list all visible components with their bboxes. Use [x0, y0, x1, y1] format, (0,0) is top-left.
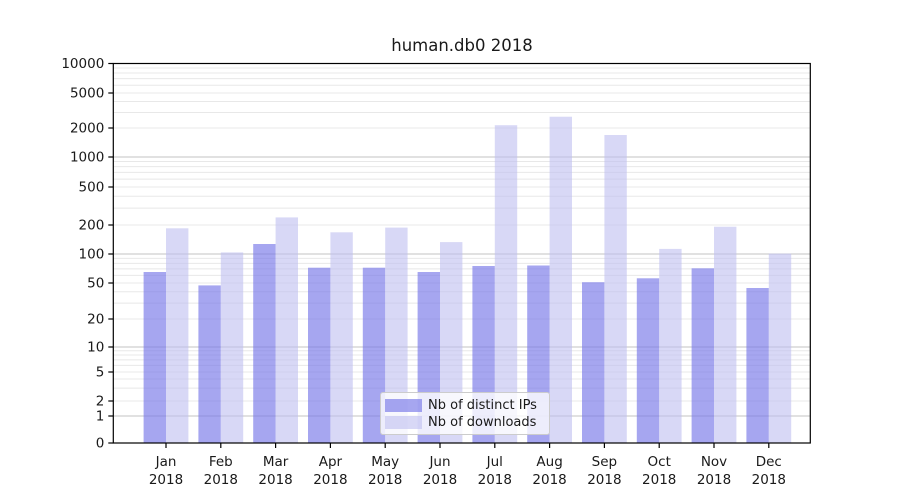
x-tick-year: 2018 [258, 472, 292, 488]
y-tick-label: 1 [96, 409, 105, 425]
chart-title: human.db0 2018 [391, 36, 533, 55]
x-tick-year: 2018 [368, 472, 402, 488]
x-tick-year: 2018 [752, 472, 786, 488]
x-tick-year: 2018 [423, 472, 457, 488]
bar [746, 288, 769, 443]
bar [330, 232, 353, 443]
bar [308, 267, 331, 443]
y-tick-label: 50 [87, 276, 104, 292]
bar [768, 253, 792, 443]
legend: Nb of distinct IPs Nb of downloads [380, 392, 550, 435]
x-tick-year: 2018 [697, 472, 731, 488]
y-tick-label: 5 [96, 365, 105, 381]
x-tick-month: Oct [648, 454, 671, 470]
bar [604, 135, 627, 443]
x-tick-year: 2018 [587, 472, 621, 488]
x-tick-month: Aug [536, 454, 562, 470]
x-tick-year: 2018 [532, 472, 566, 488]
x-tick-month: Jan [155, 454, 177, 470]
x-axis: Jan 2018 Feb 2018 Mar 2018 Apr 2018 May 2018 Jun 20… [149, 443, 786, 488]
x-tick-month: Apr [319, 454, 343, 470]
x-tick-month: Dec [756, 454, 782, 470]
y-tick-label: 0 [96, 436, 105, 452]
bar [198, 285, 221, 443]
y-axis: 0 12 5 10 20 50 100 200 500 1000 2000 5000 10000 [61, 56, 114, 452]
legend-item-downloads: Nb of downloads [385, 414, 541, 430]
x-tick-year: 2018 [149, 472, 183, 488]
y-tick-label: 5000 [70, 86, 104, 102]
bar [220, 252, 244, 443]
legend-label-downloads: Nb of downloads [428, 414, 537, 430]
y-tick-label: 2000 [70, 121, 104, 137]
x-tick-month: Jul [486, 454, 503, 470]
bar [714, 226, 737, 443]
y-tick-label: 10000 [61, 56, 104, 72]
x-tick-year: 2018 [478, 472, 512, 488]
bars-distinct-ips [143, 244, 769, 443]
bar [275, 217, 298, 443]
y-tick-label: 20 [87, 312, 104, 328]
bar [385, 227, 408, 443]
y-tick-label: 10 [87, 340, 104, 356]
bar [362, 267, 386, 443]
legend-swatch-downloads [385, 415, 422, 429]
x-tick-year: 2018 [642, 472, 676, 488]
bar [549, 116, 572, 443]
y-tick-label: 2 [96, 394, 105, 410]
y-tick-label: 100 [79, 247, 105, 263]
bar [166, 228, 189, 443]
y-tick-label: 200 [79, 218, 105, 234]
legend-label-distinct-ips: Nb of distinct IPs [428, 397, 537, 413]
legend-item-distinct-ips: Nb of distinct IPs [385, 397, 541, 413]
bar [659, 248, 682, 443]
x-tick-month: Jun [428, 454, 450, 470]
x-tick-month: Nov [701, 454, 727, 470]
y-tick-label: 500 [79, 180, 105, 196]
bar [636, 278, 660, 443]
legend-swatch-distinct-ips [385, 398, 422, 412]
x-tick-month: May [371, 454, 399, 470]
x-tick-month: Sep [592, 454, 617, 470]
bar [494, 125, 518, 443]
bar [143, 272, 166, 443]
plot-frame [112, 62, 811, 444]
bar [253, 244, 276, 443]
bar [691, 268, 714, 443]
x-tick-month: Feb [209, 454, 233, 470]
bar [582, 282, 605, 443]
x-tick-month: Mar [263, 454, 289, 470]
y-tick-label: 1000 [70, 150, 104, 166]
x-tick-year: 2018 [313, 472, 347, 488]
x-tick-year: 2018 [204, 472, 238, 488]
